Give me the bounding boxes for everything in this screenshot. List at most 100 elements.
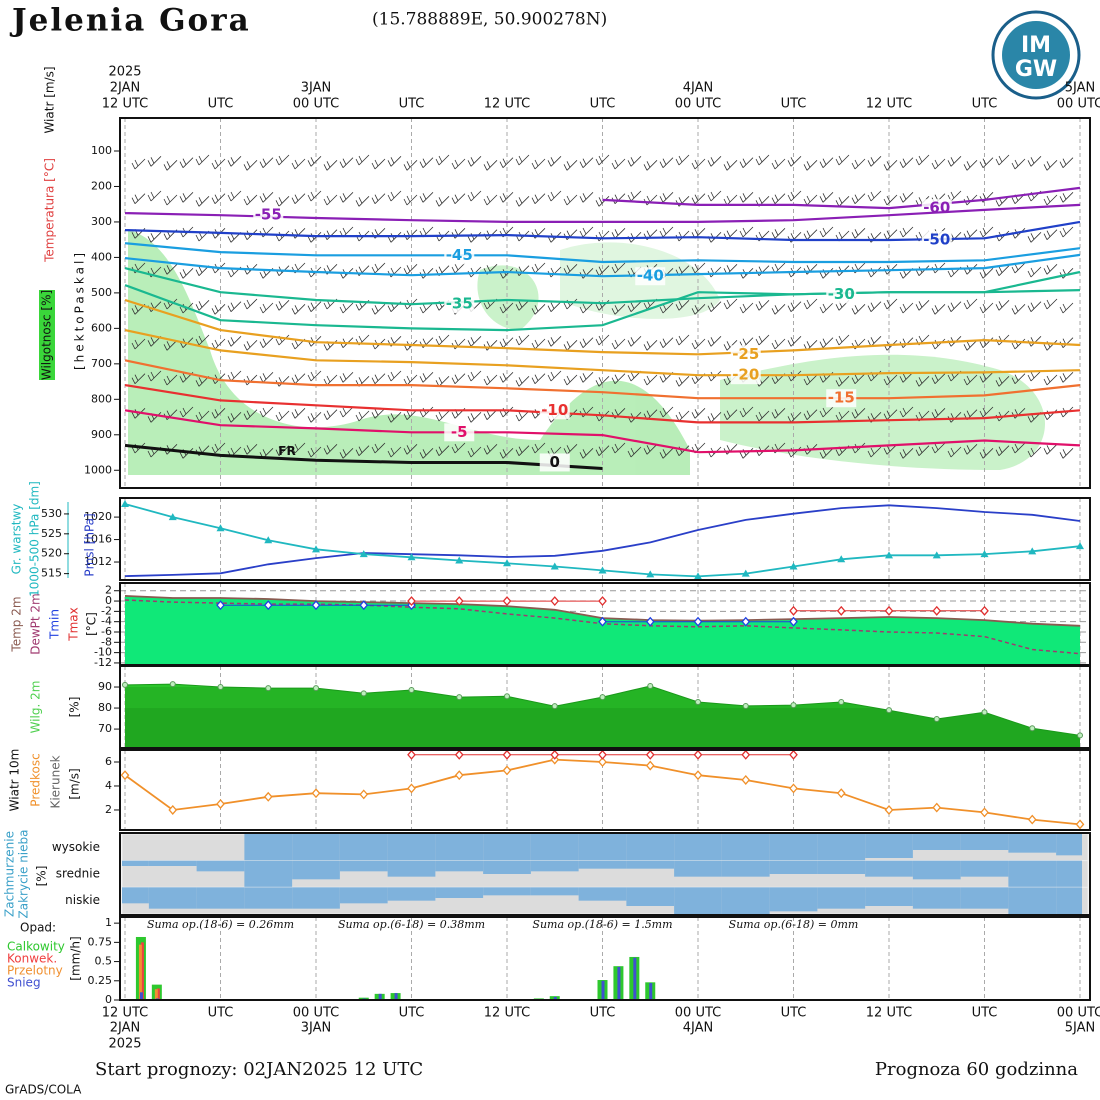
marker [455, 556, 464, 564]
cloud-bar [244, 887, 293, 909]
top-time-label: UTC [399, 97, 425, 112]
wind-barb [899, 448, 914, 459]
logo-text: IM [1021, 33, 1051, 58]
wind-barb [467, 190, 482, 202]
wind-barb [1059, 192, 1074, 203]
wind-barb [387, 156, 402, 167]
y-tick-label: 80 [98, 701, 112, 714]
contour-label: -10 [541, 401, 568, 419]
wind-barb [435, 196, 450, 207]
bar [154, 989, 158, 1000]
marker [454, 596, 464, 607]
cloud-bar [721, 887, 770, 914]
wind-barb [675, 300, 690, 311]
logo: IM GW [991, 10, 1081, 100]
wind-barb [771, 228, 786, 239]
cloud-bar [435, 887, 484, 898]
start-text: Start prognozy: 02JAN2025 12 UTC [95, 1059, 423, 1080]
wind-barb [419, 372, 434, 383]
top-time-label: 12 UTC [484, 97, 530, 112]
y-tick-label: 520 [41, 547, 62, 560]
cloud-bar [674, 860, 722, 877]
wind-barb [915, 376, 930, 387]
marker [217, 684, 224, 691]
marker [1076, 542, 1084, 550]
wind-barb [691, 338, 706, 350]
wind-barb [483, 374, 498, 386]
wind-barb [931, 408, 946, 419]
cloud-bar [960, 860, 1009, 877]
cloud-bar [122, 887, 149, 904]
marker [741, 774, 751, 785]
annotation: Suma op.(18-6) = 1.5mm [532, 918, 672, 931]
wind-barb [275, 300, 290, 311]
wind-barb [851, 228, 866, 239]
wind-barb [227, 301, 242, 312]
marker [1027, 814, 1037, 825]
marker [884, 605, 894, 616]
wind-barb [723, 160, 738, 171]
wind-barb [803, 374, 818, 386]
wind-barb [291, 373, 306, 384]
wind-barb [547, 190, 562, 202]
top-time-label: 00 UTC [675, 97, 721, 112]
bottom-year: 2025 [108, 1037, 141, 1052]
y-tick-label: -4 [101, 615, 112, 628]
wind-barb [771, 158, 786, 170]
wind-barb [755, 300, 770, 311]
wind-barb [867, 156, 882, 167]
wind-barb [627, 336, 642, 347]
cloud-bar [148, 860, 197, 866]
marker [932, 605, 942, 616]
cloud-bar [530, 887, 579, 896]
legend-label: Temp 2m [10, 596, 24, 652]
series-line [124, 203, 1081, 223]
wind-barb [291, 158, 306, 170]
marker [693, 616, 703, 627]
wind-barb [147, 156, 162, 167]
marker [598, 749, 607, 760]
marker [741, 569, 750, 577]
cloud-bar [721, 860, 770, 877]
marker [454, 749, 464, 760]
y-tick-label: 600 [91, 321, 112, 334]
wind-barb [531, 373, 546, 384]
cloud-bar [292, 860, 340, 880]
contour-label: -20 [732, 366, 759, 384]
marker [503, 559, 511, 567]
wind-barb [419, 157, 434, 168]
wind-barb [931, 373, 946, 384]
marker [646, 570, 655, 578]
cloud-bar [769, 860, 818, 874]
series-line [124, 242, 1081, 264]
wind-barb [1011, 373, 1026, 384]
wind-barb [675, 376, 690, 387]
wind-barb [467, 370, 482, 382]
wind-barb [835, 334, 850, 346]
marker [693, 749, 703, 760]
cloud-bar [339, 834, 388, 861]
wind-barb [611, 158, 626, 170]
wind-barb [579, 226, 594, 238]
wind-barb [771, 408, 786, 419]
wind-barb [1011, 262, 1026, 274]
wind-barb [467, 156, 482, 167]
cloud-bar [530, 834, 579, 861]
marker [121, 499, 129, 507]
bar [553, 996, 557, 1000]
wind-barb [659, 406, 674, 418]
cloud-bar [912, 887, 961, 909]
annotation: FR [278, 444, 295, 458]
wind-barb [243, 444, 258, 455]
marker [502, 749, 512, 760]
marker [407, 553, 416, 561]
wind-barb [835, 410, 850, 422]
wind-barb [323, 160, 338, 171]
bottom-time-label: 00 UTC [675, 1006, 721, 1021]
label-bg [730, 345, 761, 364]
wind-barb [819, 406, 834, 418]
wind-barb [323, 194, 338, 206]
wind-barb [931, 442, 946, 454]
marker [407, 596, 416, 607]
marker [932, 551, 941, 559]
